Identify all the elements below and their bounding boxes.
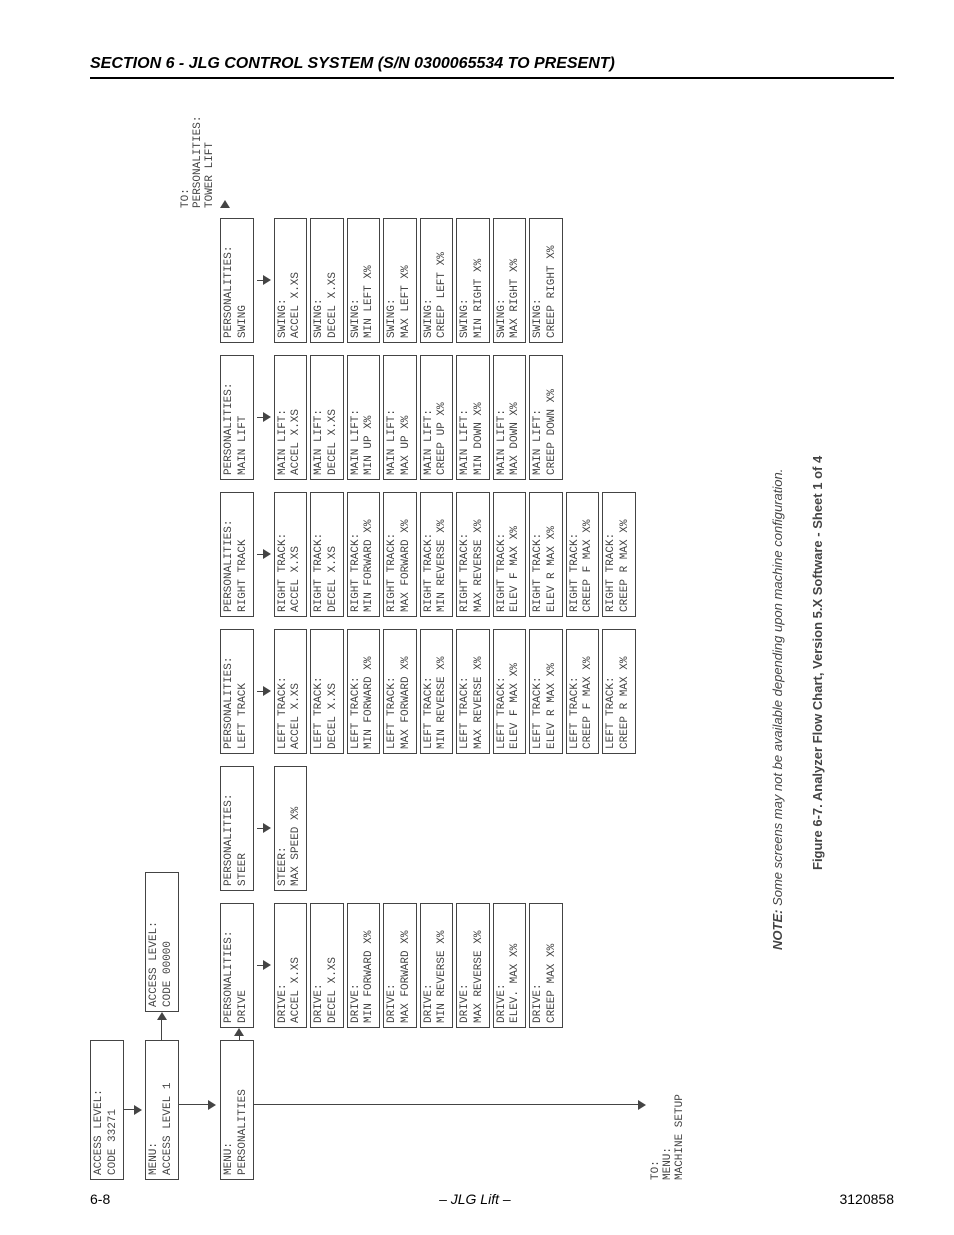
column-head-swing: PERSONALITIES:SWING [220,218,254,343]
figure-caption: Figure 6-7. Analyzer Flow Chart, Version… [810,456,825,870]
item-left-track-0: LEFT TRACK:ACCEL X.XS [274,629,308,754]
to-machine-setup: TO: MENU: MACHINE SETUP [650,1094,686,1180]
column-swing: PERSONALITIES:SWINGSWING:ACCEL X.XSSWING… [220,218,563,343]
item-drive-5: DRIVE:MAX REVERSE X% [456,903,490,1028]
item-left-track-5: LEFT TRACK:MAX REVERSE X% [456,629,490,754]
item-left-track-1: LEFT TRACK:DECEL X.XS [310,629,344,754]
column-head-right-track: PERSONALITIES:RIGHT TRACK [220,492,254,617]
alc-l1: ACCESS LEVEL: [148,921,160,1007]
access-level-top-l1: ACCESS LEVEL: [93,1089,105,1175]
item-main-lift-1: MAIN LIFT:DECEL X.XS [310,355,344,480]
item-main-lift-2: MAIN LIFT:MIN UP X% [347,355,381,480]
column-head-left-track: PERSONALITIES:LEFT TRACK [220,629,254,754]
tms-l2: MENU: [662,1147,674,1180]
note-label: NOTE: [770,910,785,950]
column-head-steer: PERSONALITIES:STEER [220,766,254,891]
item-right-track-7: RIGHT TRACK:ELEV R MAX X% [529,492,563,617]
footer-page-left: 6-8 [90,1191,110,1207]
item-swing-5: SWING:MIN RIGHT X% [456,218,490,343]
section-title: SECTION 6 - JLG CONTROL SYSTEM (S/N 0300… [90,55,615,72]
item-swing-7: SWING:CREEP RIGHT X% [529,218,563,343]
item-main-lift-4: MAIN LIFT:CREEP UP X% [420,355,454,480]
alc-l2: CODE 00000 [162,941,174,1007]
item-swing-1: SWING:DECEL X.XS [310,218,344,343]
column-head-drive: PERSONALITIES:DRIVE [220,903,254,1028]
menu-personalities: MENU: PERSONALITIES [220,1040,254,1180]
item-steer-0: STEER:MAX SPEED X% [274,766,308,891]
page-footer: 6-8 – JLG Lift – 3120858 [90,1191,894,1207]
item-main-lift-5: MAIN LIFT:MIN DOWN X% [456,355,490,480]
personalities-columns: PERSONALITIES:DRIVEDRIVE:ACCEL X.XSDRIVE… [220,218,636,1028]
access-level-top: ACCESS LEVEL: CODE 33271 [90,1040,124,1180]
column-right-track: PERSONALITIES:RIGHT TRACK RIGHT TRACK:ACC… [220,492,636,617]
item-right-track-6: RIGHT TRACK:ELEV F MAX X% [493,492,527,617]
item-left-track-2: LEFT TRACK:MIN FORWARD X% [347,629,381,754]
item-left-track-8: LEFT TRACK:CREEP F MAX X% [566,629,600,754]
item-right-track-9: RIGHT TRACK:CREEP R MAX X% [602,492,636,617]
item-main-lift-0: MAIN LIFT:ACCEL X.XS [274,355,308,480]
note-text: Some screens may not be available depend… [770,469,785,906]
ttl-l2: PERSONALITIES: [192,116,204,208]
item-left-track-3: LEFT TRACK:MAX FORWARD X% [383,629,417,754]
item-right-track-3: RIGHT TRACK:MAX FORWARD X% [383,492,417,617]
menu-al1-l1: MENU: [148,1142,160,1175]
tms-l1: TO: [650,1160,662,1180]
column-left-track: PERSONALITIES:LEFT TRACK LEFT TRACK:ACCEL… [220,629,636,754]
item-drive-6: DRIVE:ELEV. MAX X% [493,903,527,1028]
item-drive-1: DRIVE:DECEL X.XS [310,903,344,1028]
access-level-top-l2: CODE 33271 [107,1109,119,1175]
item-drive-0: DRIVE:ACCEL X.XS [274,903,308,1028]
item-left-track-7: LEFT TRACK:ELEV R MAX X% [529,629,563,754]
mp-l1: MENU: [223,1142,235,1175]
access-level-code: ACCESS LEVEL: CODE 00000 [145,872,179,1012]
item-swing-2: SWING:MIN LEFT X% [347,218,381,343]
item-swing-3: SWING:MAX LEFT X% [383,218,417,343]
footer-center: – JLG Lift – [439,1191,511,1207]
column-main-lift: PERSONALITIES:MAIN LIFT MAIN LIFT:ACCEL X… [220,355,563,480]
item-right-track-0: RIGHT TRACK:ACCEL X.XS [274,492,308,617]
mp-l2: PERSONALITIES [237,1089,249,1175]
item-drive-2: DRIVE:MIN FORWARD X% [347,903,381,1028]
item-drive-3: DRIVE:MAX FORWARD X% [383,903,417,1028]
column-drive: PERSONALITIES:DRIVEDRIVE:ACCEL X.XSDRIVE… [220,903,563,1028]
tms-l3: MACHINE SETUP [674,1094,686,1180]
flowchart-landscape: ACCESS LEVEL: CODE 33271 MENU: ACCESS LE… [90,80,860,1180]
item-drive-7: DRIVE:CREEP MAX X% [529,903,563,1028]
menu-access-level-1: MENU: ACCESS LEVEL 1 [145,1040,179,1180]
item-right-track-4: RIGHT TRACK:MIN REVERSE X% [420,492,454,617]
section-header: SECTION 6 - JLG CONTROL SYSTEM (S/N 0300… [90,55,894,79]
footer-page-right: 3120858 [839,1191,894,1207]
item-right-track-8: RIGHT TRACK:CREEP F MAX X% [566,492,600,617]
item-drive-4: DRIVE:MIN REVERSE X% [420,903,454,1028]
column-steer: PERSONALITIES:STEER STEER:MAX SPEED X% [220,766,307,891]
item-swing-0: SWING:ACCEL X.XS [274,218,308,343]
menu-al1-l2: ACCESS LEVEL 1 [162,1083,174,1175]
column-head-main-lift: PERSONALITIES:MAIN LIFT [220,355,254,480]
item-main-lift-7: MAIN LIFT:CREEP DOWN X% [529,355,563,480]
item-swing-6: SWING:MAX RIGHT X% [493,218,527,343]
item-left-track-4: LEFT TRACK:MIN REVERSE X% [420,629,454,754]
to-tower-lift: TO: PERSONALITIES: TOWER LIFT [180,116,230,208]
item-main-lift-3: MAIN LIFT:MAX UP X% [383,355,417,480]
item-main-lift-6: MAIN LIFT:MAX DOWN X% [493,355,527,480]
item-right-track-5: RIGHT TRACK:MAX REVERSE X% [456,492,490,617]
item-right-track-2: RIGHT TRACK:MIN FORWARD X% [347,492,381,617]
item-left-track-9: LEFT TRACK:CREEP R MAX X% [602,629,636,754]
ttl-l3: TOWER LIFT [204,142,216,208]
item-left-track-6: LEFT TRACK:ELEV F MAX X% [493,629,527,754]
item-right-track-1: RIGHT TRACK:DECEL X.XS [310,492,344,617]
item-swing-4: SWING:CREEP LEFT X% [420,218,454,343]
ttl-l1: TO: [180,188,192,208]
note-line: NOTE: Some screens may not be available … [770,469,785,950]
figure-caption-text: Figure 6-7. Analyzer Flow Chart, Version… [810,456,825,870]
